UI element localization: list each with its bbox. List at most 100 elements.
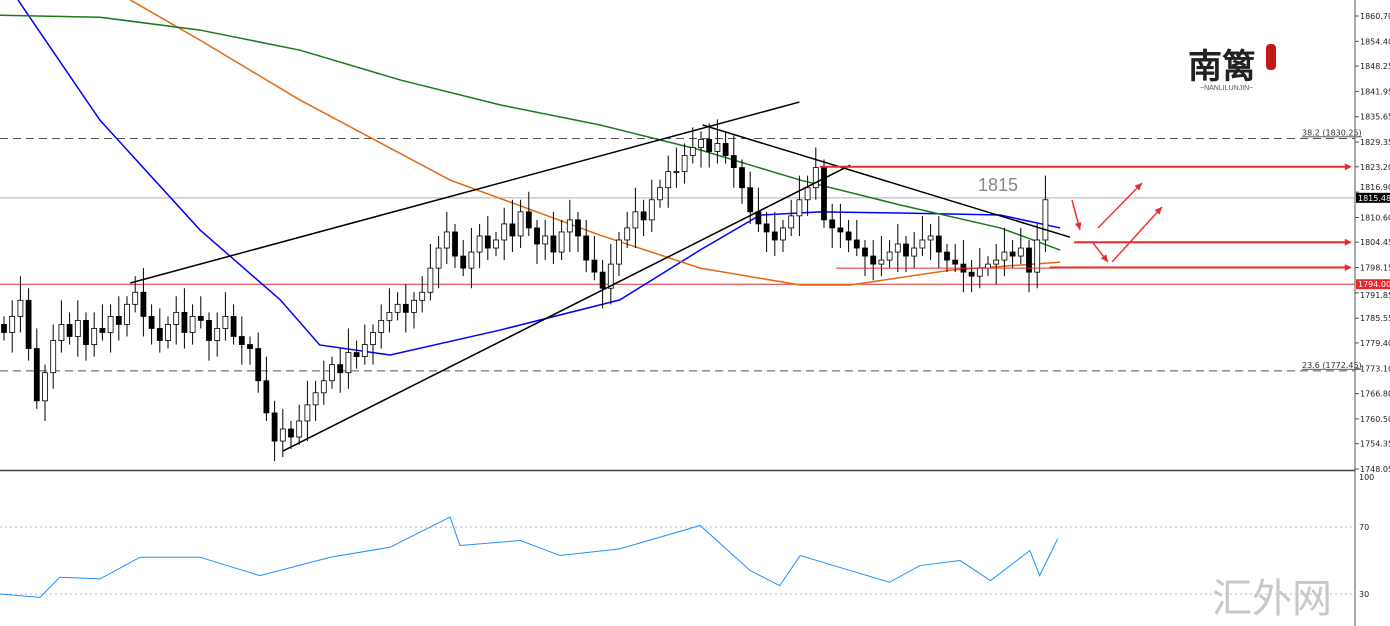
price-tick-label: 1810.60 [1360,213,1390,222]
candle-body-bear [821,167,827,221]
rsi-tick-label: 70 [1359,523,1369,532]
price-tick-label: 1754.35 [1360,440,1390,449]
candle [870,239,877,281]
candle-body-bear [853,239,860,249]
candle-body-bull [468,251,475,269]
current-price-label: 1815.48 [1358,194,1390,203]
ma-green-line [0,14,1061,251]
trend-line[interactable] [282,164,851,452]
candle-body-bull [894,243,901,253]
candle-body-bear [197,315,204,321]
candle [1017,227,1024,265]
candle-body-bear [583,235,590,261]
candle [878,235,885,277]
candle [599,260,606,309]
candle-body-bear [862,247,868,257]
candle [296,404,303,446]
price-tick-label: 1848.25 [1360,62,1390,71]
candle [189,304,196,345]
candle-body-bull [665,171,672,189]
candle-body-bear [247,344,253,349]
candle [370,324,376,365]
candle-body-bull [501,223,508,241]
candle [435,235,442,289]
candle [591,235,598,281]
watermark: 汇外网 [1212,576,1332,622]
candle [427,244,434,301]
candle-body-bear [599,271,606,289]
candle [771,211,778,257]
trend-line[interactable] [130,101,800,284]
candle-body-bear [460,255,467,269]
rsi-tick-label: 100 [1359,473,1374,482]
candle [33,328,40,409]
candle-body-bear [255,348,262,382]
candle-body-bull [411,299,417,313]
candle [583,219,590,273]
candle-body-bull [17,299,24,317]
candle-body-bull [886,251,893,261]
candle [17,276,24,333]
candle [288,420,294,450]
candle-body-bear [550,235,557,253]
candle [320,360,327,405]
candle-body-bear [25,299,32,349]
candle [197,296,204,329]
rsi-line [0,516,1059,598]
candle-body-bull [542,235,549,245]
drawn-objects[interactable] [130,101,1352,452]
candle [74,300,81,357]
candle [476,223,483,269]
candle [845,219,852,253]
candle [862,239,868,277]
candle-body-bull [1017,247,1024,257]
candle-body-bear [238,336,245,345]
candle-body-bear [353,352,360,358]
candle-body-bull [165,324,171,341]
candle-body-bull [189,315,196,333]
candle-body-bull [993,259,1000,265]
support-price-label: 1794.00 [1358,280,1390,289]
candle-body-bear [66,324,73,337]
candle-body-bear [640,211,647,221]
candle-body-bear [730,155,737,169]
candle [706,123,713,168]
candle [689,127,696,164]
annotation-text: 1815 [978,175,1018,195]
candle [624,211,631,249]
candle-body-bear [115,315,122,325]
candle [337,348,344,393]
candle-body-bull [312,392,319,406]
candle-body-bull [788,215,795,229]
candle-body-bull [812,167,819,189]
candle [304,380,311,442]
candle-body-bear [1,324,7,333]
price-tick-label: 1760.50 [1360,415,1390,424]
ma-orange-line [129,0,1061,286]
candle [42,364,48,421]
candle [788,199,795,236]
candle-body-bull [378,320,385,333]
candle [763,211,770,253]
candle [345,328,352,389]
candle [1026,239,1032,293]
candle-body-bull [911,247,918,257]
candle-body-bear [525,211,532,229]
candle-body-bull [493,239,499,249]
candle [607,244,614,305]
candle-body-bull [58,324,65,341]
candle [124,296,130,337]
candle [550,211,557,265]
candle-body-bear [845,231,852,241]
candle-body-bull [648,199,655,221]
candle [1034,223,1041,289]
candle [558,219,565,261]
price-tick-label: 1748.05 [1360,465,1390,474]
candle-body-bull [91,328,98,345]
candle-body-bull [304,404,311,422]
candle-body-bull [222,315,229,329]
trend-line[interactable] [702,124,1071,238]
candle [657,179,663,208]
